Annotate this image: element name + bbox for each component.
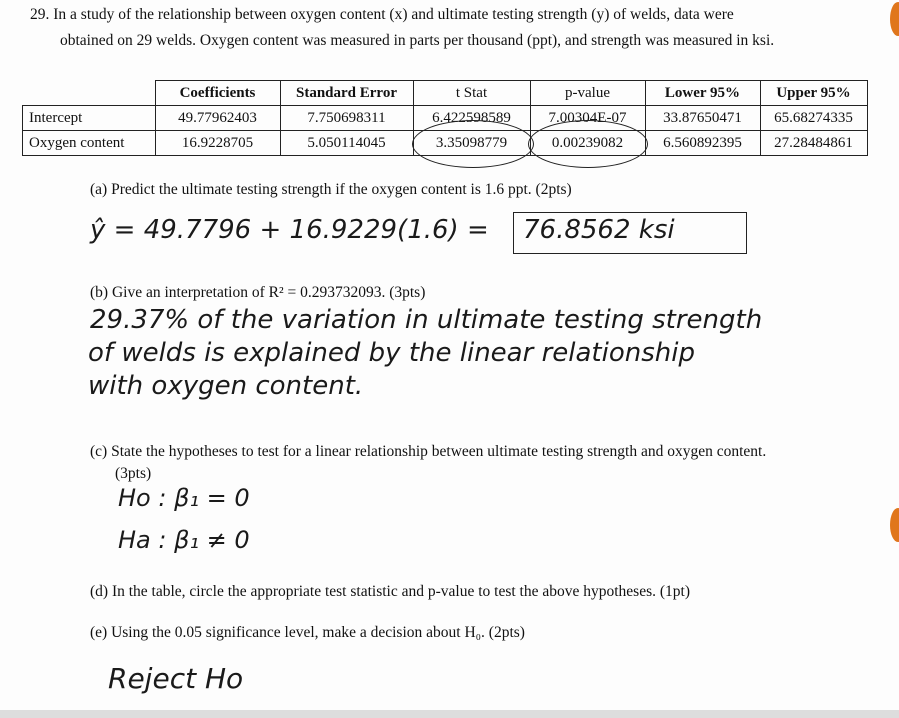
part-a-question: (a) Predict the ultimate testing strengt… <box>90 181 572 198</box>
alternative-hypothesis: Ha : β₁ ≠ 0 <box>118 526 250 554</box>
cell: 33.87650471 <box>644 105 761 131</box>
part-e-question: (e) Using the 0.05 significance level, m… <box>90 624 525 641</box>
part-d-question: (d) In the table, circle the appropriate… <box>90 583 690 600</box>
orange-marker <box>890 508 899 542</box>
header-cell: Lower 95% <box>644 80 761 106</box>
header-cell: Upper 95% <box>759 80 868 106</box>
p-value-circle <box>528 120 648 168</box>
part-e-answer: Reject Ho <box>108 662 244 695</box>
part-a-boxed-answer: 76.8562 ksi <box>523 215 675 245</box>
cell: Oxygen content <box>22 130 156 156</box>
answer-box <box>513 212 747 254</box>
part-b-question: (b) Give an interpretation of R² = 0.293… <box>90 284 426 301</box>
part-b-answer-line: with oxygen content. <box>88 371 364 401</box>
cell: 49.77962403 <box>154 105 281 131</box>
part-b-answer-line: of welds is explained by the linear rela… <box>88 338 695 368</box>
cell: 6.560892395 <box>644 130 761 156</box>
part-a-answer: ŷ = 49.7796 + 16.9229(1.6) = <box>90 215 489 245</box>
t-stat-circle <box>412 120 534 168</box>
bottom-edge <box>0 710 899 718</box>
cell: 27.28484861 <box>759 130 868 156</box>
null-hypothesis: Ho : β₁ = 0 <box>118 484 250 512</box>
part-c-question-points: (3pts) <box>115 465 152 482</box>
header-cell <box>22 80 156 106</box>
header-cell: Coefficients <box>154 80 281 106</box>
question-line-2: obtained on 29 welds. Oxygen content was… <box>60 32 775 49</box>
cell: 65.68274335 <box>759 105 868 131</box>
orange-marker <box>890 2 899 36</box>
table-header-row: Coefficients Standard Error t Stat p-val… <box>22 80 868 106</box>
part-c-question: (c) State the hypotheses to test for a l… <box>90 443 767 460</box>
cell: 16.9228705 <box>154 130 281 156</box>
table-row: Intercept 49.77962403 7.750698311 6.4225… <box>22 105 868 131</box>
question-line-1: 29. In a study of the relationship betwe… <box>30 6 734 23</box>
header-cell: t Stat <box>412 80 531 106</box>
header-cell: p-value <box>529 80 646 106</box>
header-cell: Standard Error <box>279 80 414 106</box>
cell: Intercept <box>22 105 156 131</box>
part-b-answer-line: 29.37% of the variation in ultimate test… <box>90 305 763 335</box>
cell: 5.050114045 <box>279 130 414 156</box>
cell: 7.750698311 <box>279 105 414 131</box>
